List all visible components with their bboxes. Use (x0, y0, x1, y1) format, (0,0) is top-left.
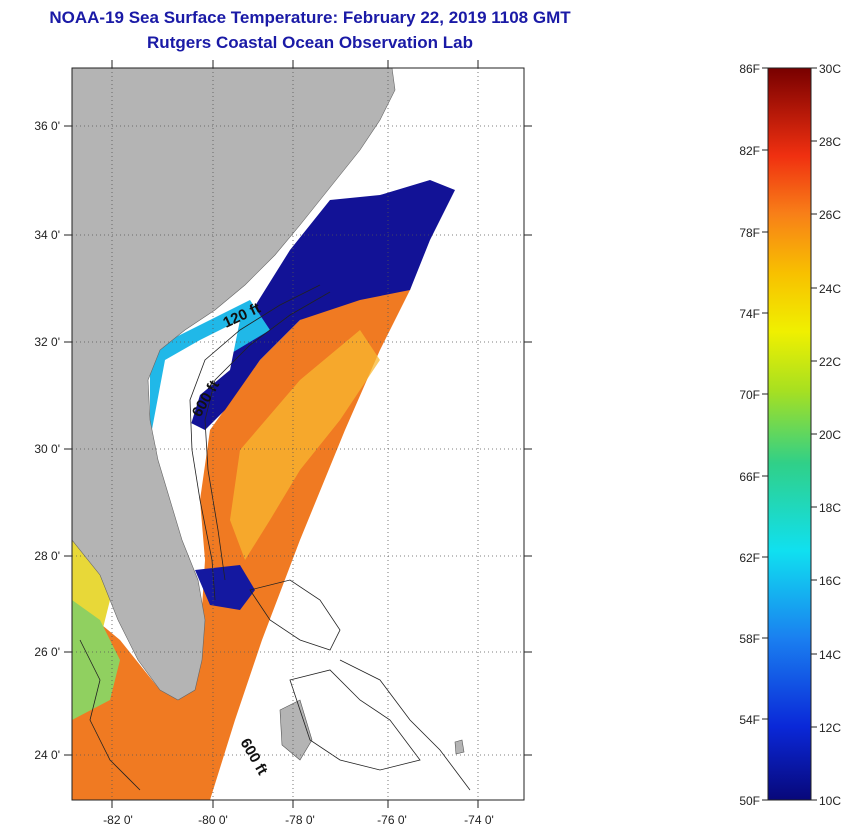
map-title: NOAA-19 Sea Surface Temperature: Februar… (49, 8, 571, 27)
map-subtitle: Rutgers Coastal Ocean Observation Lab (147, 33, 473, 52)
cbar-c-26: 26C (819, 208, 841, 222)
cbar-f-58: 58F (739, 632, 760, 646)
land-bahamas-1 (279, 699, 313, 761)
cbar-f-66: 66F (739, 470, 760, 484)
lat-label-28: 28 0' (34, 549, 60, 563)
lat-label-30: 30 0' (34, 442, 60, 456)
lat-label-36: 36 0' (34, 119, 60, 133)
lat-label-34: 34 0' (34, 228, 60, 242)
lon-label-80: -80 0' (198, 813, 228, 827)
cbar-c-20: 20C (819, 428, 841, 442)
cbar-f-86: 86F (739, 62, 760, 76)
colorbar-ticks (762, 67, 817, 801)
cbar-c-30: 30C (819, 62, 841, 76)
cbar-c-24: 24C (819, 282, 841, 296)
cbar-f-78: 78F (739, 226, 760, 240)
lat-label-26: 26 0' (34, 645, 60, 659)
cbar-f-82: 82F (739, 144, 760, 158)
map-grid (72, 68, 524, 800)
sst-gulf-green (72, 600, 120, 720)
map-area: 120 ft 600 ft 600 ft (72, 68, 524, 800)
sst-cold-patch (195, 565, 255, 610)
sst-cold-nearshore (185, 180, 455, 430)
cbar-f-54: 54F (739, 713, 760, 727)
cbar-f-50: 50F (739, 794, 760, 808)
lat-label-24: 24 0' (34, 748, 60, 762)
cbar-f-70: 70F (739, 388, 760, 402)
cloud-mask (150, 320, 240, 480)
cbar-c-18: 18C (819, 501, 841, 515)
cbar-f-62: 62F (739, 551, 760, 565)
lon-label-78: -78 0' (285, 813, 315, 827)
map-ticks (64, 60, 532, 808)
land-southeast-us (72, 68, 396, 701)
bathymetry-contours (79, 284, 471, 791)
cbar-f-74: 74F (739, 307, 760, 321)
cbar-c-22: 22C (819, 355, 841, 369)
cbar-c-16: 16C (819, 574, 841, 588)
lat-label-32: 32 0' (34, 335, 60, 349)
map-frame (71, 67, 525, 801)
cbar-c-28: 28C (819, 135, 841, 149)
sst-swath-yellow (230, 330, 380, 560)
land-bahamas-2 (454, 739, 465, 755)
cbar-c-12: 12C (819, 721, 841, 735)
cbar-c-10: 10C (819, 794, 841, 808)
cbar-c-14: 14C (819, 648, 841, 662)
lon-label-82: -82 0' (103, 813, 133, 827)
lon-label-74: -74 0' (464, 813, 494, 827)
colorbar (767, 67, 812, 801)
lon-label-76: -76 0' (377, 813, 407, 827)
